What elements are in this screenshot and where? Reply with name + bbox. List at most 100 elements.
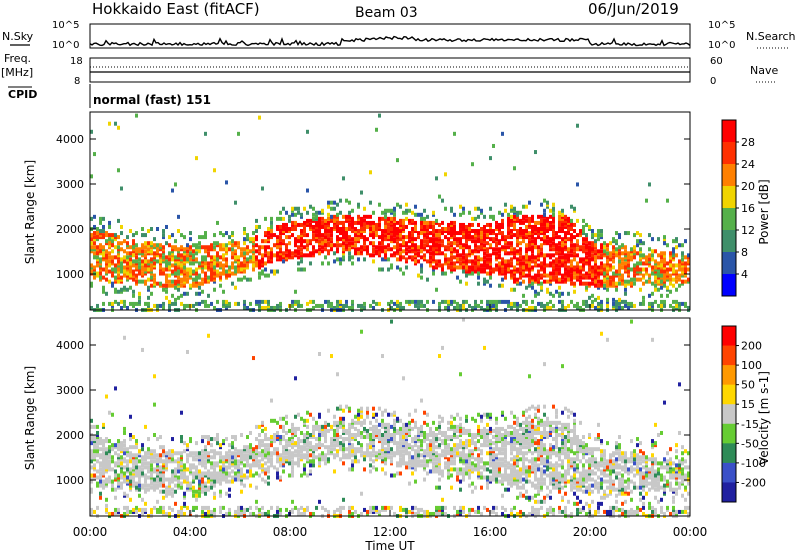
range-cell	[144, 249, 147, 254]
range-cell	[354, 435, 357, 440]
range-cell	[486, 229, 489, 234]
range-cell	[453, 267, 456, 272]
range-cell	[312, 447, 315, 452]
range-cell	[657, 267, 660, 272]
range-cell	[411, 447, 414, 452]
range-cell	[588, 281, 591, 286]
range-cell	[384, 430, 387, 435]
range-cell	[237, 471, 240, 476]
range-cell	[564, 259, 567, 264]
range-cell	[504, 249, 507, 254]
range-cell	[264, 231, 267, 236]
range-cell	[108, 455, 111, 460]
range-cell	[147, 447, 150, 452]
range-cell	[132, 273, 135, 278]
range-cell	[402, 435, 405, 440]
range-cell	[339, 220, 342, 225]
range-cell	[594, 255, 597, 260]
range-cell	[423, 216, 426, 221]
range-cell	[153, 483, 156, 488]
range-cell	[153, 469, 156, 474]
range-cell	[102, 301, 105, 306]
range-cell	[171, 245, 174, 250]
range-cell	[102, 267, 105, 272]
range-cell	[630, 279, 633, 284]
range-cell	[267, 465, 270, 470]
range-cell	[105, 469, 108, 474]
range-cell	[111, 487, 114, 492]
range-cell	[384, 451, 387, 456]
range-cell	[192, 277, 195, 282]
range-cell	[630, 283, 633, 288]
range-cell	[192, 255, 195, 260]
range-cell	[327, 243, 330, 248]
range-cell	[585, 275, 588, 280]
range-cell	[276, 451, 279, 456]
range-cell	[534, 245, 537, 250]
range-cell	[525, 224, 528, 229]
range-cell	[327, 212, 330, 217]
range-cell	[90, 437, 93, 442]
range-cell	[102, 453, 105, 458]
range-cell	[156, 499, 159, 504]
range-cell	[444, 253, 447, 258]
range-cell	[297, 299, 300, 304]
range-cell	[102, 469, 105, 474]
range-cell	[195, 283, 198, 288]
range-cell	[510, 218, 513, 223]
range-cell	[555, 275, 558, 280]
range-cell	[267, 437, 270, 442]
range-cell	[114, 277, 117, 282]
range-cell	[234, 257, 237, 262]
range-cell	[672, 251, 675, 256]
range-cell	[183, 283, 186, 288]
range-cell	[354, 433, 357, 437]
range-cell	[471, 235, 474, 240]
range-cell	[618, 253, 621, 258]
range-cell	[591, 271, 594, 276]
range-cell	[447, 305, 450, 310]
range-cell	[99, 249, 102, 254]
range-cell	[564, 277, 567, 282]
range-cell	[450, 251, 453, 256]
range-cell	[297, 441, 300, 446]
range-cell	[174, 257, 177, 262]
range-cell	[546, 279, 549, 284]
range-cell	[522, 261, 525, 266]
range-cell	[93, 235, 96, 240]
range-cell	[483, 243, 486, 248]
range-cell	[210, 267, 213, 272]
range-cell	[459, 253, 462, 258]
range-cell	[339, 424, 342, 429]
range-cell	[420, 231, 423, 236]
range-cell	[129, 261, 132, 266]
range-cell	[378, 224, 381, 229]
range-cell	[522, 265, 525, 270]
range-cell	[324, 222, 327, 227]
range-cell	[144, 281, 147, 286]
range-cell	[591, 269, 594, 274]
range-cell	[147, 269, 150, 274]
range-cell	[204, 435, 207, 440]
range-cell	[549, 214, 552, 219]
range-cell	[267, 511, 270, 516]
range-cell	[516, 233, 519, 238]
range-cell	[612, 249, 615, 254]
range-cell	[120, 277, 123, 282]
range-cell	[207, 333, 210, 338]
range-cell	[513, 271, 516, 276]
range-cell	[270, 247, 273, 252]
range-cell	[618, 269, 621, 274]
range-cell	[582, 265, 585, 270]
range-cell	[99, 455, 102, 460]
range-cell	[240, 453, 243, 458]
range-cell	[411, 233, 414, 238]
range-cell	[180, 507, 183, 512]
range-cell	[357, 220, 360, 225]
range-cell	[192, 479, 195, 484]
range-cell	[255, 243, 258, 248]
range-cell	[642, 281, 645, 286]
range-cell	[123, 447, 126, 452]
range-cell	[378, 218, 381, 223]
range-cell	[330, 216, 333, 221]
